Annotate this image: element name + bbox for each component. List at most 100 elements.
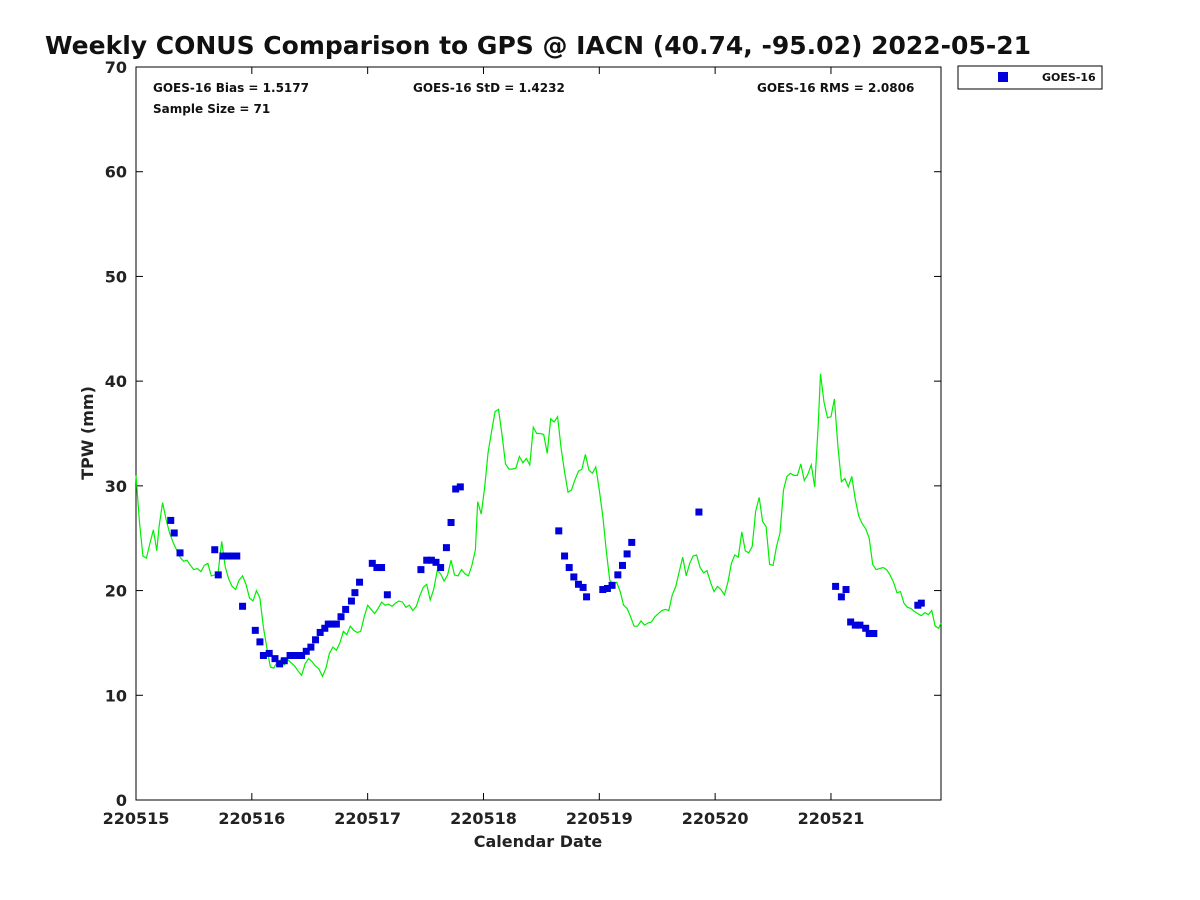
goes16-point bbox=[447, 519, 455, 527]
goes16-point bbox=[851, 621, 859, 629]
rms-stat: GOES-16 RMS = 2.0806 bbox=[757, 81, 914, 95]
legend: GOES-16 bbox=[957, 65, 1103, 90]
goes16-point bbox=[837, 593, 845, 601]
goes16-point bbox=[328, 620, 336, 628]
goes16-point bbox=[286, 651, 294, 659]
series-layer bbox=[135, 373, 942, 678]
goes16-point bbox=[233, 552, 241, 560]
goes16-point bbox=[555, 527, 563, 535]
goes16-point bbox=[211, 546, 219, 554]
x-tick-label: 220518 bbox=[450, 809, 517, 828]
goes16-point bbox=[862, 624, 870, 632]
goes16-point bbox=[228, 552, 236, 560]
goes16-point bbox=[427, 556, 435, 564]
x-tick-label: 220520 bbox=[682, 809, 749, 828]
goes16-point bbox=[832, 582, 840, 590]
y-tick-label: 10 bbox=[105, 686, 127, 705]
y-axis-label: TPW (mm) bbox=[78, 386, 97, 480]
goes16-point bbox=[378, 564, 386, 572]
goes16-point bbox=[167, 516, 175, 524]
goes16-point bbox=[214, 571, 222, 579]
goes16-point bbox=[224, 552, 232, 560]
goes16-point bbox=[292, 651, 300, 659]
y-tick-label: 40 bbox=[105, 372, 127, 391]
goes16-point bbox=[570, 573, 578, 581]
goes16-point bbox=[337, 613, 345, 621]
goes16-point bbox=[239, 602, 247, 610]
goes16-point bbox=[432, 558, 440, 566]
goes16-point bbox=[614, 571, 622, 579]
legend-box bbox=[957, 65, 1103, 90]
std-stat: GOES-16 StD = 1.4232 bbox=[413, 81, 565, 95]
goes16-point bbox=[623, 550, 631, 558]
goes16-point bbox=[265, 649, 273, 657]
goes16-point bbox=[256, 638, 264, 646]
goes16-point bbox=[302, 647, 310, 655]
goes16-point bbox=[312, 636, 320, 644]
goes16-point bbox=[176, 549, 184, 557]
goes16-point bbox=[259, 651, 267, 659]
y-tick-label: 30 bbox=[105, 477, 127, 496]
goes16-point bbox=[332, 620, 340, 628]
goes16-point bbox=[865, 630, 873, 638]
goes16-point bbox=[618, 561, 626, 569]
goes16-point bbox=[561, 552, 569, 560]
goes16-point bbox=[574, 580, 582, 588]
x-tick-label: 220515 bbox=[103, 809, 170, 828]
goes16-point bbox=[442, 544, 450, 552]
goes16-point bbox=[695, 508, 703, 516]
goes16-point bbox=[452, 485, 460, 493]
y-tick-label: 20 bbox=[105, 582, 127, 601]
goes16-point bbox=[383, 591, 391, 599]
y-tick-label: 50 bbox=[105, 267, 127, 286]
goes16-point bbox=[347, 597, 355, 605]
sample-size-stat: Sample Size = 71 bbox=[153, 102, 270, 116]
goes16-point bbox=[170, 529, 178, 537]
goes16-point bbox=[316, 628, 324, 636]
goes16-point bbox=[219, 552, 227, 560]
goes16-point bbox=[280, 657, 288, 665]
goes16-point bbox=[298, 651, 306, 659]
legend-marker-goes16 bbox=[998, 72, 1008, 82]
goes16-point bbox=[628, 538, 636, 546]
y-axis: 0 10 20 30 40 50 60 70 bbox=[105, 58, 941, 810]
goes16-point bbox=[456, 483, 464, 491]
goes16-point bbox=[917, 599, 925, 607]
x-tick-label: 220517 bbox=[334, 809, 401, 828]
goes16-point bbox=[579, 583, 587, 591]
goes16-point bbox=[251, 626, 259, 634]
goes16-point bbox=[417, 566, 425, 574]
chart-title: Weekly CONUS Comparison to GPS @ IACN (4… bbox=[45, 31, 1031, 60]
goes16-point bbox=[842, 586, 850, 594]
x-tick-label: 220521 bbox=[798, 809, 865, 828]
y-tick-label: 70 bbox=[105, 58, 127, 77]
plot-frame bbox=[135, 66, 942, 801]
goes16-point bbox=[856, 621, 864, 629]
goes16-point bbox=[276, 660, 284, 668]
goes16-point bbox=[368, 559, 376, 567]
goes16-point bbox=[423, 556, 431, 564]
y-tick-label: 0 bbox=[116, 791, 127, 810]
goes16-point bbox=[847, 618, 855, 626]
x-tick-label: 220516 bbox=[218, 809, 285, 828]
goes16-point bbox=[870, 630, 878, 638]
legend-label-goes16: GOES-16 bbox=[1042, 71, 1096, 84]
goes16-point bbox=[565, 564, 573, 572]
x-axis-label: Calendar Date bbox=[474, 832, 603, 851]
goes16-point bbox=[342, 605, 350, 613]
goes16-point bbox=[356, 578, 364, 586]
goes16-point bbox=[599, 586, 607, 594]
goes16-point bbox=[351, 589, 359, 597]
goes16-point bbox=[603, 584, 611, 592]
goes16-point bbox=[271, 655, 279, 663]
goes16-point bbox=[583, 593, 591, 601]
y-tick-label: 60 bbox=[105, 163, 127, 182]
goes16-point bbox=[608, 581, 616, 589]
x-axis: 220515 220516 220517 220518 220519 220520 2205… bbox=[103, 67, 865, 828]
bias-stat: GOES-16 Bias = 1.5177 bbox=[153, 81, 309, 95]
goes16-point bbox=[373, 564, 381, 572]
goes16-point bbox=[307, 643, 315, 651]
goes16-point bbox=[437, 564, 445, 572]
gps-series-line bbox=[135, 373, 942, 678]
